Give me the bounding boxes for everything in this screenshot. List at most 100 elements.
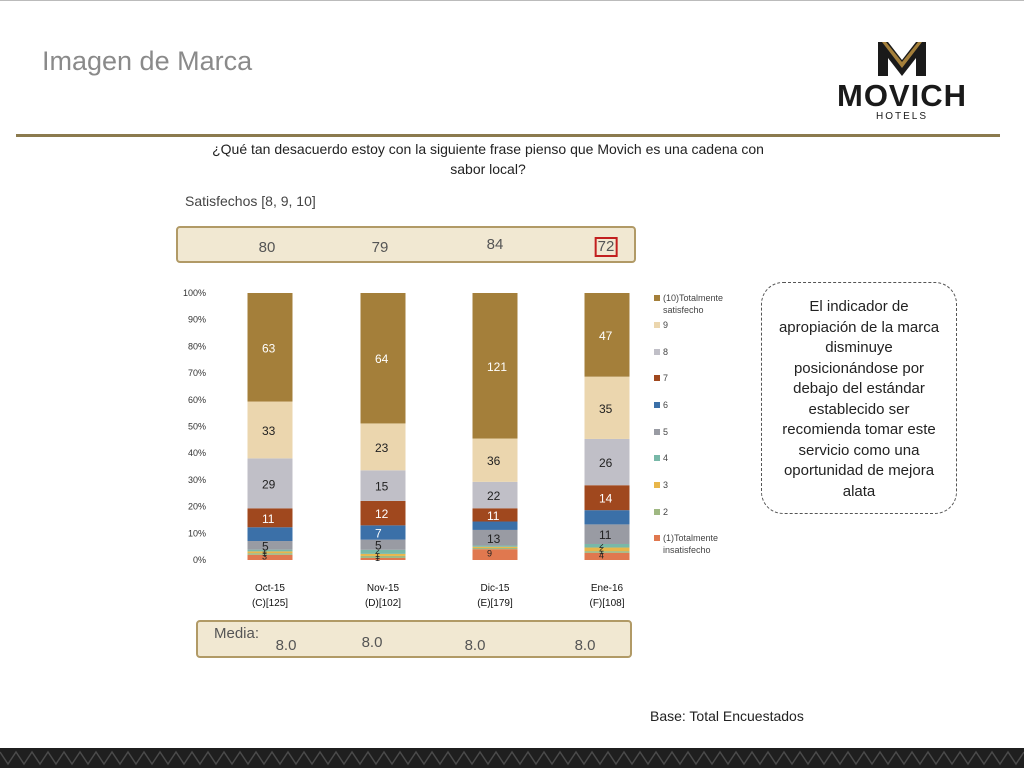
legend-swatch <box>654 455 660 461</box>
bar-segment <box>472 481 518 509</box>
survey-question: ¿Qué tan desacuerdo estoy con la siguien… <box>212 141 764 177</box>
bar-data-label: 1 <box>375 553 380 563</box>
header-divider <box>16 134 1000 137</box>
legend-label: 7 <box>663 373 668 383</box>
bar-data-label: 29 <box>262 477 276 491</box>
bar-data-label: 11 <box>599 528 612 542</box>
y-tick-label: 10% <box>188 528 206 538</box>
legend-label: 8 <box>663 347 668 357</box>
bar-segment <box>247 527 293 542</box>
bar-segment <box>472 529 518 546</box>
y-tick-label: 20% <box>188 502 206 512</box>
legend-label: (1)Totalmente insatisfecho <box>663 533 718 555</box>
legend-swatch <box>654 375 660 381</box>
bar-segment <box>584 547 630 552</box>
bar-data-label: 14 <box>599 492 613 506</box>
bar-segment <box>472 293 518 439</box>
satisfechos-value: 84 <box>486 236 504 253</box>
x-category-base-label: (F)[108] <box>589 598 624 609</box>
bar-data-label: 4 <box>599 550 604 560</box>
bar-segment <box>584 543 630 548</box>
media-value: 8.0 <box>574 637 596 654</box>
bar-data-label: 11 <box>487 509 500 523</box>
media-label: Media: <box>214 625 260 642</box>
bar-segment <box>360 293 406 424</box>
x-category-base-label: (E)[179] <box>477 598 513 609</box>
bar-data-label: 23 <box>375 441 389 455</box>
logo-brand-text: MOVICH <box>837 78 967 113</box>
bar-segment <box>584 293 630 377</box>
bar-data-label: 1 <box>375 551 380 561</box>
y-tick-label: 100% <box>183 288 206 298</box>
y-tick-label: 40% <box>188 448 206 458</box>
x-category-base-label: (C)[125] <box>252 598 288 609</box>
bar-data-label: 12 <box>375 507 389 521</box>
legend-label: 4 <box>663 453 668 463</box>
x-category-label: Dic-15 <box>481 583 510 594</box>
legend-swatch <box>654 535 660 541</box>
bar-segment <box>360 557 406 560</box>
chart-legend: (10)Totalmente satisfecho 9 8 7 6 5 4 3 2 (1)Total… <box>654 293 723 555</box>
bar-data-label: 33 <box>262 424 276 438</box>
media-band <box>196 620 632 658</box>
bar-data-label: 5 <box>375 539 382 553</box>
bar-data-label: 5 <box>262 539 269 553</box>
bar-segment <box>247 554 293 560</box>
bar-data-label: 22 <box>487 489 501 503</box>
bar-segment <box>472 545 518 547</box>
bar-segment <box>247 508 293 528</box>
bar-data-label: 47 <box>599 329 613 343</box>
bar-data-label: 3 <box>262 551 267 561</box>
x-category-label: Oct-15 <box>255 583 285 594</box>
y-tick-label: 60% <box>188 395 206 405</box>
legend-label: 6 <box>663 400 668 410</box>
bar-segment <box>584 510 630 525</box>
bar-segment <box>247 458 293 509</box>
y-tick-label: 0% <box>193 555 206 565</box>
bar-segment <box>247 401 293 459</box>
footer-pattern-strip <box>0 748 1024 768</box>
bar-segment <box>472 508 518 522</box>
bar-segment <box>472 438 518 482</box>
bar-data-label: 7 <box>375 526 382 540</box>
bar-segment <box>360 555 406 558</box>
y-tick-label: 30% <box>188 475 206 485</box>
y-tick-label: 80% <box>188 341 206 351</box>
legend-label: 3 <box>663 480 668 490</box>
bar-segment <box>247 293 293 402</box>
bar-segment <box>360 470 406 501</box>
bar-segment <box>360 423 406 471</box>
bar-segment <box>472 546 518 548</box>
bar-segment <box>247 553 293 555</box>
top-border-line <box>0 0 1024 1</box>
bar-data-label: 64 <box>375 352 389 366</box>
slide-title: Imagen de Marca <box>42 46 253 76</box>
x-category-base-label: (D)[102] <box>365 598 401 609</box>
bar-segment <box>247 551 293 554</box>
bar-segment <box>472 547 518 550</box>
satisfechos-value: 79 <box>371 239 389 256</box>
bar-data-label: 36 <box>487 454 501 468</box>
bar-segment <box>584 524 630 544</box>
bar-data-label: 121 <box>487 360 507 374</box>
bar-segment <box>584 485 630 511</box>
legend-swatch <box>654 322 660 328</box>
bar-segment <box>584 552 630 560</box>
bar-segment <box>247 541 293 550</box>
x-axis: Oct-15 (C)[125] Nov-15 (D)[102] Dic-15 (E)[17… <box>252 583 625 609</box>
bar-data-label: 9 <box>487 549 492 559</box>
legend-swatch <box>654 509 660 515</box>
bar-segment <box>472 549 518 560</box>
bar-data-label: 11 <box>262 512 275 526</box>
bars-group: 3111511293363111257121523649131122361214… <box>247 293 630 563</box>
x-category-label: Nov-15 <box>367 583 400 594</box>
legend-swatch <box>654 429 660 435</box>
bar-data-label: 2 <box>599 543 604 553</box>
media-value: 8.0 <box>275 637 297 654</box>
media-value: 8.0 <box>464 637 486 654</box>
bar-data-label: 2 <box>599 540 604 550</box>
legend-label: 2 <box>663 507 668 517</box>
bar-segment <box>584 438 630 486</box>
satisfechos-value: 72 <box>594 237 618 257</box>
